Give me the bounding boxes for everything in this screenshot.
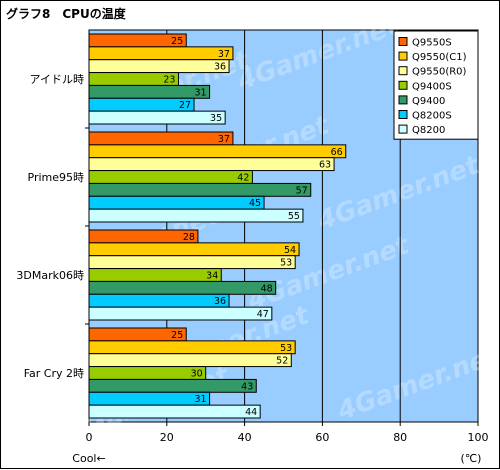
- x-axis-note: Cool←: [72, 452, 105, 465]
- bar-value-label: 25: [171, 36, 183, 47]
- bar-value-label: 44: [245, 407, 257, 418]
- legend-label: Q8200S: [412, 111, 452, 122]
- bar-value-label: 63: [319, 160, 331, 171]
- bar-q9550-r0--0: [88, 59, 230, 74]
- chart-title: グラフ8 CPUの温度: [6, 6, 127, 21]
- bar-value-label: 25: [171, 330, 183, 341]
- bar-value-label: 30: [191, 369, 203, 380]
- x-tick-label: 60: [315, 431, 329, 444]
- bar-q8200-0: [88, 110, 226, 125]
- legend-label: Q9550S: [412, 38, 452, 49]
- category-label: 3DMark06時: [16, 269, 84, 282]
- bar-value-label: 34: [206, 271, 218, 282]
- bar-value-label: 48: [261, 283, 273, 294]
- bar-value-label: 36: [214, 296, 226, 307]
- bar-value-label: 31: [194, 87, 206, 98]
- bar-q9550s-1: [88, 131, 234, 146]
- bar-q9400-0: [88, 84, 211, 99]
- legend-label: Q9550(C1): [412, 52, 467, 63]
- legend-swatch: [398, 51, 408, 61]
- bar-q8200-1: [88, 208, 304, 223]
- bar-value-label: 27: [179, 100, 191, 111]
- bar-value-label: 53: [280, 258, 292, 269]
- bar-value-label: 36: [214, 62, 226, 73]
- bar-value-label: 35: [210, 113, 222, 124]
- bar-q9550-c1--2: [88, 242, 300, 257]
- bar-value-label: 37: [218, 49, 230, 60]
- category-label: Far Cry 2時: [24, 367, 84, 380]
- legend-swatch: [398, 37, 408, 46]
- legend-swatch: [398, 80, 408, 90]
- x-tick-label: 80: [393, 431, 407, 444]
- x-tick-label: 40: [238, 431, 252, 444]
- bar-q9550-r0--2: [88, 255, 296, 270]
- bar-q9550-c1--3: [88, 340, 296, 355]
- bar-q9400s-1: [88, 170, 253, 184]
- bar-q8200s-1: [88, 195, 265, 210]
- legend-label: Q9400S: [412, 81, 452, 92]
- legend-swatch: [398, 124, 408, 134]
- bar-value-label: 54: [284, 245, 296, 256]
- bar-q9550-c1--0: [88, 46, 234, 61]
- legend-box: [393, 30, 479, 140]
- bar-q8200-3: [88, 404, 261, 419]
- bar-q9400-1: [88, 182, 312, 197]
- bar-value-label: 47: [257, 309, 269, 320]
- legend-swatch: [398, 110, 408, 119]
- bar-q9400-2: [88, 280, 277, 295]
- bar-q9550-r0--3: [88, 353, 292, 368]
- legend-swatch: [398, 66, 408, 76]
- bar-q9550s-2: [88, 229, 199, 244]
- legend-label: Q9400: [412, 96, 445, 107]
- legend-label: Q9550(R0): [412, 67, 467, 78]
- x-tick-label: 100: [468, 431, 489, 444]
- legend: Q9550S Q9550(C1) Q9550(R0) Q9400S Q9400 Q8200…: [393, 30, 479, 140]
- bar-value-label: 42: [237, 173, 249, 184]
- legend-label: Q8200: [412, 125, 445, 136]
- category-label: Prime95時: [28, 171, 85, 184]
- x-axis-unit: (℃): [461, 452, 482, 465]
- bar-q8200-2: [88, 306, 273, 321]
- bar-value-label: 37: [218, 134, 230, 145]
- bar-q9550-c1--1: [88, 144, 347, 159]
- bar-q9400-3: [88, 378, 257, 393]
- bar-value-label: 23: [163, 75, 175, 86]
- x-tick-label: 0: [86, 431, 93, 444]
- bar-q8200s-3: [88, 391, 211, 406]
- bar-q9550-r0--1: [88, 157, 335, 172]
- bar-value-label: 55: [288, 211, 300, 222]
- bar-value-label: 52: [276, 356, 288, 367]
- bar-value-label: 31: [194, 394, 206, 405]
- category-label: アイドル時: [30, 73, 84, 86]
- bar-value-label: 66: [331, 147, 343, 158]
- bar-q9400s-3: [88, 366, 207, 380]
- bar-q8200s-2: [88, 293, 230, 308]
- bar-value-label: 53: [280, 343, 292, 354]
- bar-q9400s-2: [88, 268, 222, 282]
- x-tick-label: 20: [160, 431, 174, 444]
- bar-value-label: 43: [241, 381, 253, 392]
- bar-value-label: 57: [296, 185, 308, 196]
- bar-value-label: 28: [183, 232, 195, 243]
- bar-value-label: 45: [249, 198, 261, 209]
- legend-swatch: [398, 95, 408, 105]
